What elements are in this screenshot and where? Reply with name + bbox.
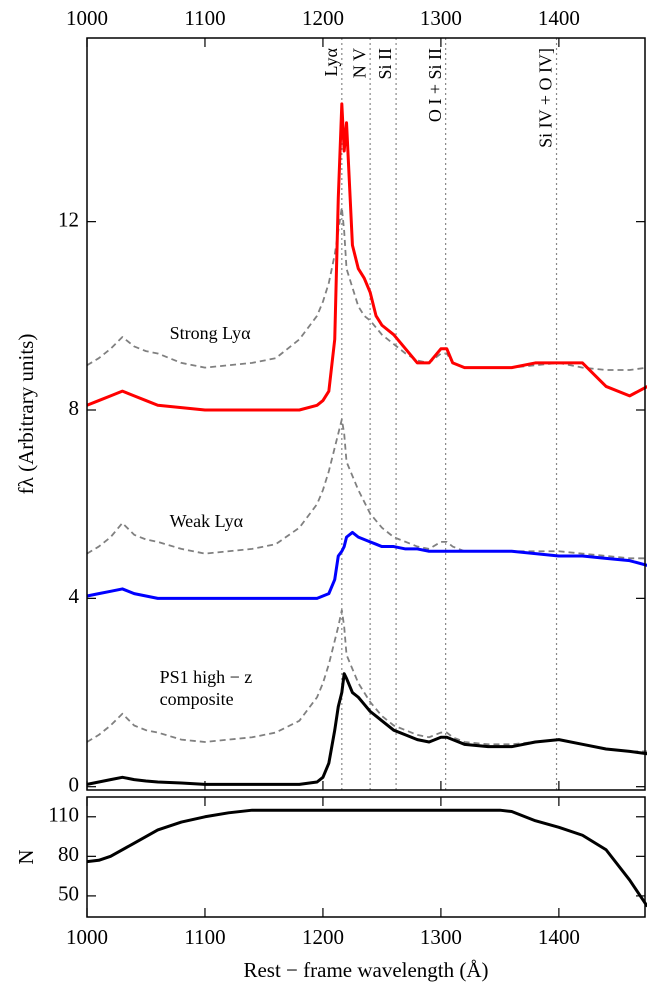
x-tick-label: 1300 bbox=[420, 6, 462, 30]
series-label-box: PS1 high − z composite bbox=[159, 667, 253, 710]
y-tick-label: 4 bbox=[69, 584, 80, 608]
series-line bbox=[86, 609, 647, 753]
series-label: Weak Lyα bbox=[170, 511, 244, 531]
series-line bbox=[86, 808, 647, 908]
series-label: PS1 high − z composite bbox=[159, 667, 253, 710]
x-tick-label: 1400 bbox=[538, 925, 580, 949]
series-line bbox=[86, 672, 647, 786]
series-line bbox=[86, 102, 647, 412]
series-label: Strong Lyα bbox=[170, 323, 252, 343]
y-tick-label: 0 bbox=[69, 773, 80, 797]
x-tick-label: 1200 bbox=[302, 6, 344, 30]
x-tick-label: 1100 bbox=[184, 925, 225, 949]
y-tick-label: 8 bbox=[69, 396, 80, 420]
x-tick-label: 1300 bbox=[420, 925, 462, 949]
y-tick-label: 110 bbox=[48, 803, 79, 827]
plot-frame bbox=[86, 37, 646, 791]
reference-label: Lyα bbox=[321, 47, 341, 76]
y-axis-label: fλ (Arbitrary units) bbox=[14, 334, 38, 495]
reference-label: Si IV + O IV] bbox=[536, 48, 556, 148]
x-axis-label: Rest − frame wavelength (Å) bbox=[243, 958, 488, 982]
x-tick-label: 1000 bbox=[66, 6, 108, 30]
y-tick-label: 12 bbox=[58, 207, 79, 231]
y-tick-label: 50 bbox=[58, 882, 79, 906]
series-line bbox=[86, 530, 647, 600]
y-tick-label: 80 bbox=[58, 842, 79, 866]
x-tick-label: 1100 bbox=[184, 6, 225, 30]
reference-label: Si II bbox=[375, 48, 395, 80]
y-axis-label: N bbox=[14, 849, 38, 864]
x-tick-label: 1000 bbox=[66, 925, 108, 949]
reference-label: N V bbox=[349, 48, 369, 78]
reference-label: O I + Si II bbox=[425, 48, 445, 122]
x-tick-label: 1400 bbox=[538, 6, 580, 30]
plot-frame bbox=[86, 796, 646, 918]
x-tick-label: 1200 bbox=[302, 925, 344, 949]
series-line bbox=[86, 418, 647, 560]
series-line bbox=[86, 206, 647, 371]
